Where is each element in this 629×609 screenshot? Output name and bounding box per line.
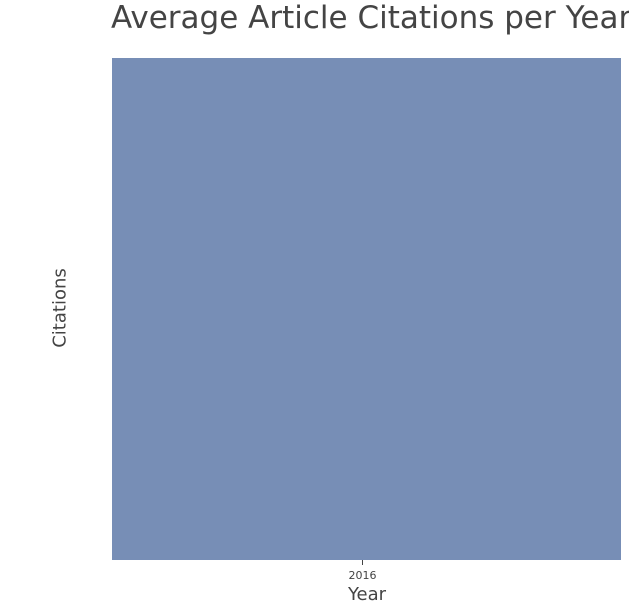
x-tick-label: 2016 [349,569,377,582]
bar-2016 [112,58,621,560]
x-axis-title: Year [347,584,387,605]
chart-title: Average Article Citations per Year [111,0,629,36]
